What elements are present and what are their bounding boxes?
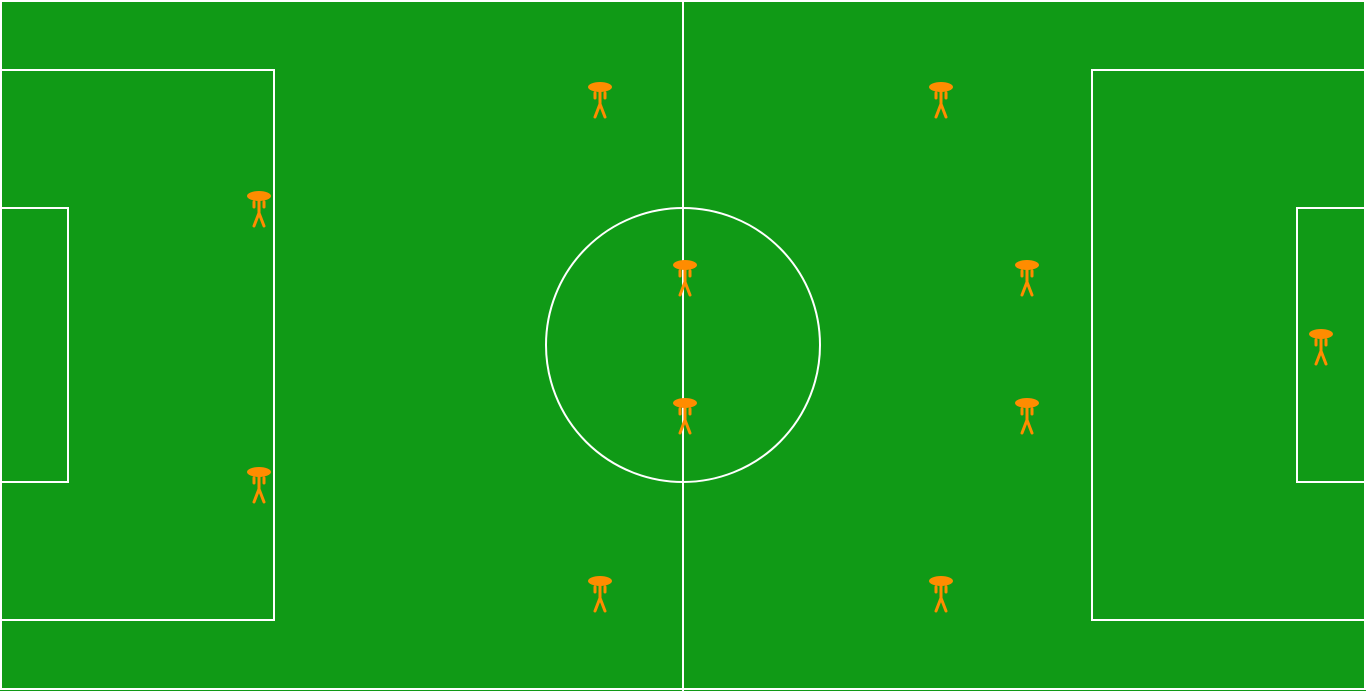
player-left-5[interactable]	[673, 260, 697, 297]
player-right-8[interactable]	[929, 576, 953, 613]
player-head	[1309, 329, 1333, 339]
player-left-1[interactable]	[247, 191, 271, 228]
player-head	[673, 398, 697, 408]
player-left-4[interactable]	[588, 576, 612, 613]
player-left-6[interactable]	[673, 398, 697, 435]
player-head	[1015, 398, 1039, 408]
player-body	[1314, 336, 1328, 366]
players-layer	[247, 82, 1333, 613]
player-right-10[interactable]	[1015, 398, 1039, 435]
right-penalty-area	[1091, 69, 1366, 621]
player-body	[1020, 405, 1034, 435]
player-body	[934, 89, 948, 119]
player-right-7[interactable]	[929, 82, 953, 119]
right-goal-area	[1296, 207, 1366, 483]
player-head	[1015, 260, 1039, 270]
player-right-9[interactable]	[1015, 260, 1039, 297]
player-head	[588, 576, 612, 586]
player-body	[593, 583, 607, 613]
player-head	[247, 191, 271, 201]
player-head	[247, 467, 271, 477]
left-penalty-area	[0, 69, 275, 621]
center-circle	[545, 207, 821, 483]
player-head	[673, 260, 697, 270]
player-head	[588, 82, 612, 92]
player-body	[252, 198, 266, 228]
player-right-11[interactable]	[1309, 329, 1333, 366]
player-body	[678, 405, 692, 435]
player-body	[593, 89, 607, 119]
player-body	[934, 583, 948, 613]
left-goal-area	[0, 207, 69, 483]
player-head	[929, 82, 953, 92]
player-body	[252, 474, 266, 504]
player-left-3[interactable]	[588, 82, 612, 119]
player-head	[929, 576, 953, 586]
player-body	[678, 267, 692, 297]
player-body	[1020, 267, 1034, 297]
player-left-2[interactable]	[247, 467, 271, 504]
